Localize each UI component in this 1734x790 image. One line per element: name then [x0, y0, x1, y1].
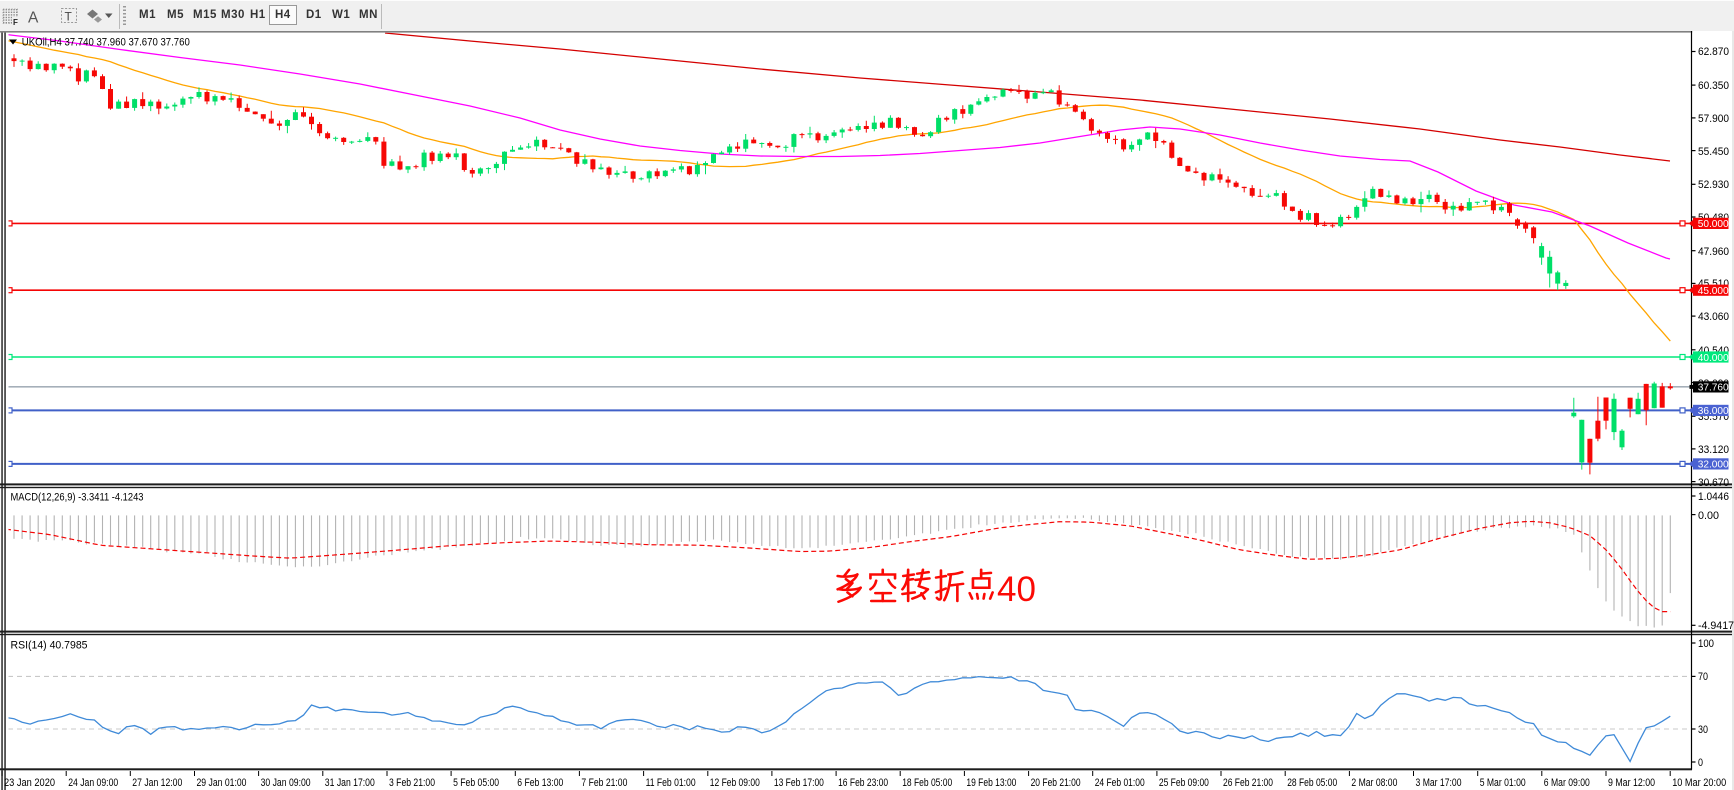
- svg-text:70: 70: [1698, 671, 1708, 683]
- svg-text:28 Feb 05:00: 28 Feb 05:00: [1287, 777, 1337, 789]
- svg-text:A: A: [28, 10, 39, 27]
- svg-text:19 Feb 13:00: 19 Feb 13:00: [966, 777, 1016, 789]
- svg-text:20 Feb 21:00: 20 Feb 21:00: [1031, 777, 1081, 789]
- svg-text:3 Mar 17:00: 3 Mar 17:00: [1416, 777, 1462, 789]
- svg-text:24 Jan 09:00: 24 Jan 09:00: [68, 777, 118, 789]
- svg-text:31 Jan 17:00: 31 Jan 17:00: [325, 777, 375, 789]
- svg-text:13 Feb 17:00: 13 Feb 17:00: [774, 777, 824, 789]
- svg-text:T: T: [65, 10, 73, 24]
- svg-text:F: F: [13, 18, 18, 27]
- svg-text:3 Feb 21:00: 3 Feb 21:00: [389, 777, 435, 789]
- svg-text:33.120: 33.120: [1698, 444, 1729, 456]
- svg-text:30 Jan 09:00: 30 Jan 09:00: [261, 777, 311, 789]
- svg-text:0: 0: [1698, 757, 1703, 769]
- svg-text:43.060: 43.060: [1698, 311, 1729, 323]
- svg-text:MACD(12,26,9) -3.3411 -4.1243: MACD(12,26,9) -3.3411 -4.1243: [11, 492, 144, 504]
- svg-text:40: 40: [997, 570, 1036, 609]
- svg-text:57.900: 57.900: [1698, 113, 1729, 125]
- svg-text:7 Feb 21:00: 7 Feb 21:00: [581, 777, 627, 789]
- svg-text:29 Jan 01:00: 29 Jan 01:00: [197, 777, 247, 789]
- svg-text:11 Feb 01:00: 11 Feb 01:00: [646, 777, 696, 789]
- svg-text:2 Mar 08:00: 2 Mar 08:00: [1351, 777, 1397, 789]
- svg-text:30.670: 30.670: [1698, 477, 1729, 489]
- svg-text:52.930: 52.930: [1698, 179, 1729, 191]
- svg-text:6 Mar 09:00: 6 Mar 09:00: [1544, 777, 1590, 789]
- svg-text:27 Jan 12:00: 27 Jan 12:00: [132, 777, 182, 789]
- svg-text:1.0446: 1.0446: [1698, 491, 1729, 503]
- svg-text:UKOil,H4 37.740 37.960 37.670: UKOil,H4 37.740 37.960 37.670 37.760: [22, 36, 190, 48]
- svg-text:100: 100: [1698, 638, 1714, 650]
- svg-text:RSI(14) 40.7985: RSI(14) 40.7985: [11, 640, 88, 652]
- svg-text:12 Feb 09:00: 12 Feb 09:00: [710, 777, 760, 789]
- svg-text:32.000: 32.000: [1698, 459, 1729, 471]
- svg-text:6 Feb 13:00: 6 Feb 13:00: [517, 777, 563, 789]
- svg-text:9 Mar 12:00: 9 Mar 12:00: [1608, 777, 1655, 789]
- svg-text:18 Feb 05:00: 18 Feb 05:00: [902, 777, 952, 789]
- svg-text:40.000: 40.000: [1698, 352, 1729, 364]
- svg-text:60.350: 60.350: [1698, 80, 1729, 92]
- svg-text:36.000: 36.000: [1698, 405, 1729, 417]
- svg-text:55.450: 55.450: [1698, 146, 1729, 158]
- svg-text:5 Feb 05:00: 5 Feb 05:00: [453, 777, 499, 789]
- svg-text:16 Feb 23:00: 16 Feb 23:00: [838, 777, 888, 789]
- svg-text:26 Feb 21:00: 26 Feb 21:00: [1223, 777, 1273, 789]
- svg-text:37.760: 37.760: [1698, 382, 1729, 394]
- svg-text:10 Mar 20:00: 10 Mar 20:00: [1672, 777, 1726, 789]
- svg-text:62.870: 62.870: [1698, 46, 1729, 58]
- svg-text:25 Feb 09:00: 25 Feb 09:00: [1159, 777, 1209, 789]
- svg-text:5 Mar 01:00: 5 Mar 01:00: [1480, 777, 1526, 789]
- svg-text:47.960: 47.960: [1698, 246, 1729, 258]
- svg-text:30: 30: [1698, 724, 1708, 736]
- svg-text:0.00: 0.00: [1698, 510, 1719, 522]
- svg-text:50.000: 50.000: [1698, 218, 1729, 230]
- svg-text:23 Jan 2020: 23 Jan 2020: [4, 777, 55, 789]
- svg-text:24 Feb 01:00: 24 Feb 01:00: [1095, 777, 1145, 789]
- svg-text:-4.9417: -4.9417: [1698, 620, 1734, 632]
- svg-text:45.000: 45.000: [1698, 285, 1729, 297]
